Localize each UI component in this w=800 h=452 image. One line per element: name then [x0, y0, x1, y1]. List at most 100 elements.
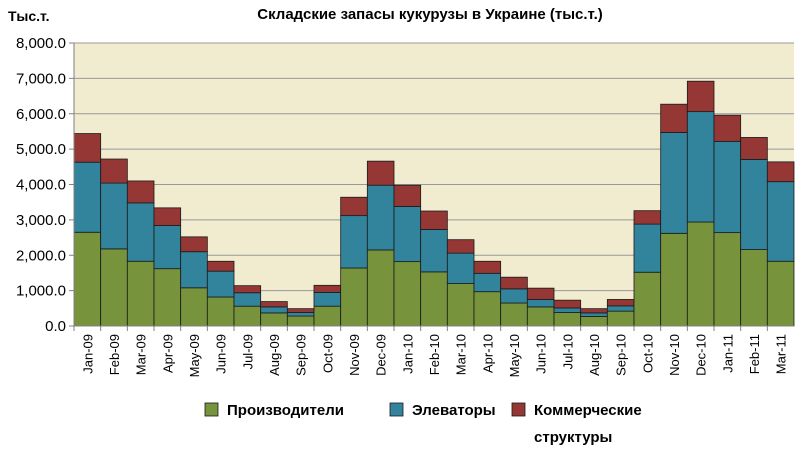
bar-segment [473, 291, 502, 327]
x-tick-label: Oct-10 [640, 334, 655, 373]
bar-segment [473, 260, 502, 274]
y-tick-label: 2,000.0 [16, 247, 66, 264]
bar-segment [153, 268, 182, 327]
x-tick-label: Dec-09 [374, 334, 389, 376]
legend-label: Производители [227, 402, 344, 419]
bar-segment [206, 296, 235, 327]
bar-segment [126, 180, 155, 204]
x-tick-label: Jan-10 [400, 334, 415, 374]
y-tick-label: 6,000.0 [16, 106, 66, 123]
bar-segment [766, 161, 795, 183]
bar-segment [126, 202, 155, 262]
x-tick-label: Jun-09 [214, 334, 229, 374]
bar-segment [73, 133, 102, 163]
bar-segment [553, 307, 582, 313]
bar-segment [366, 160, 395, 186]
bar-segment [100, 248, 128, 327]
x-tick-label: Apr-09 [160, 334, 175, 373]
bar-segment [686, 80, 715, 113]
bar-segment [420, 271, 448, 327]
chart-title: Складские запасы кукурузы в Украине (тыс… [257, 6, 602, 23]
y-tick-label: 7,000.0 [16, 70, 66, 87]
bar-segment [393, 184, 422, 207]
bar-segment [580, 312, 608, 317]
bar-segment [73, 161, 102, 233]
x-tick-label: Sep-10 [614, 334, 629, 376]
bar-segment [713, 114, 742, 142]
bar-segment [633, 210, 662, 225]
bar-segment [766, 260, 795, 327]
x-tick-label: Jul-09 [240, 334, 255, 369]
bar-segment [153, 207, 182, 226]
bar-segment [366, 184, 395, 251]
legend-swatch [511, 402, 526, 417]
bar-segment [180, 236, 208, 253]
bar-segment [393, 206, 422, 263]
bar-segment [686, 111, 715, 223]
x-tick-label: Jan-11 [720, 334, 735, 373]
bar-segment [206, 270, 235, 298]
legend: Производители Элеваторы Коммерческие структ… [204, 402, 642, 446]
bar-segment [420, 210, 448, 230]
bar-segment [286, 308, 315, 313]
bar-segment [420, 229, 448, 273]
bar-segment [340, 267, 368, 327]
axes: 0.0 1,000.0 2,000.0 3,000.0 4,000.0 5,000.0 6,… [16, 35, 794, 377]
legend-label-line2: структуры [534, 429, 612, 446]
bar-segment [686, 221, 715, 327]
bar-segment [740, 249, 768, 327]
bar-segment [73, 231, 102, 327]
bar-segment [766, 181, 795, 262]
legend-label: Коммерческие [534, 402, 642, 419]
bar-segment [526, 299, 555, 308]
bar-segment [126, 260, 155, 327]
bar-segment [526, 287, 555, 300]
bar-segment [100, 158, 128, 184]
bar-segment [206, 260, 235, 272]
bar-segment [660, 232, 688, 327]
bar-segment [713, 140, 742, 234]
bar-segment [153, 225, 182, 270]
y-tick-label: 8,000.0 [16, 35, 66, 52]
x-tick-label: Jun-10 [534, 334, 549, 374]
bar-segment [500, 288, 528, 304]
bar-segment [740, 137, 768, 160]
bar-segment [580, 308, 608, 314]
bar-segment [660, 103, 688, 133]
bar-segment [233, 285, 262, 294]
y-tick-label: 0.0 [45, 318, 66, 335]
bar-segment [233, 292, 262, 307]
bar-segment [260, 312, 288, 327]
y-tick-label: 4,000.0 [16, 177, 66, 194]
bar-segment [713, 232, 742, 327]
x-tick-label: Aug-10 [587, 334, 602, 376]
bar-segment [366, 249, 395, 327]
x-tick-label: May-09 [187, 334, 202, 377]
legend-swatch [204, 402, 219, 417]
bar-segment [740, 158, 768, 250]
x-tick-label: Dec-10 [694, 334, 709, 376]
bar-segment [553, 312, 582, 327]
bar-segment [286, 315, 315, 327]
x-tick-label: Mar-10 [454, 334, 469, 375]
bar-segment [180, 251, 208, 289]
bar-segment [446, 239, 475, 254]
bar-segment [286, 312, 315, 317]
bar-segment [180, 287, 208, 327]
bar-segment [553, 299, 582, 309]
x-tick-label: Feb-09 [107, 334, 122, 375]
x-tick-label: Sep-09 [294, 334, 309, 376]
y-tick-label: 1,000.0 [16, 283, 66, 300]
legend-label: Элеваторы [412, 402, 496, 419]
x-tick-label: Mar-11 [774, 334, 789, 374]
bar-segment [313, 284, 342, 293]
x-tick-label: Jul-10 [560, 334, 575, 369]
bar-segment [606, 310, 635, 327]
bar-segment [526, 306, 555, 327]
x-tick-label: Jan-09 [80, 334, 95, 374]
x-tick-label: Oct-09 [320, 334, 335, 373]
bar-segment [633, 271, 662, 327]
bar-segment [260, 301, 288, 308]
legend-swatch [389, 402, 404, 417]
